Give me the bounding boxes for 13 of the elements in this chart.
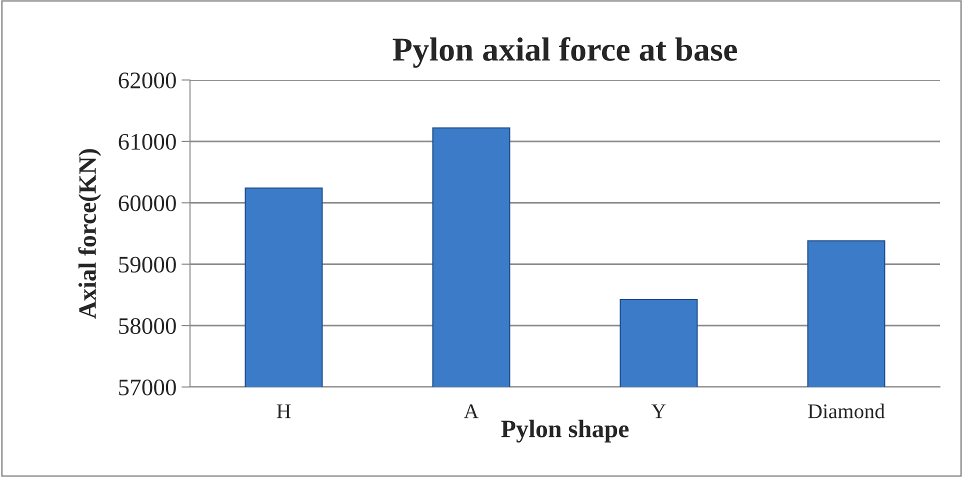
y-tick-label: 57000 [119,379,176,396]
x-tick-label: Diamond [808,404,885,418]
y-tick-label: 62000 [118,72,176,88]
x-tick-label: A [464,404,479,418]
chart-title: Pylon axial force at base [392,37,737,68]
y-tick-label: 61000 [118,134,176,150]
x-axis-title: Pylon shape [501,420,629,443]
x-tick-label: Y [651,404,666,418]
y-axis-title: Axial force(KN) [78,149,102,319]
y-tick-label: 59000 [119,256,176,273]
y-tick-label: 58000 [119,318,176,334]
y-tick-label: 60000 [118,195,176,212]
x-tick-label: H [276,404,291,418]
